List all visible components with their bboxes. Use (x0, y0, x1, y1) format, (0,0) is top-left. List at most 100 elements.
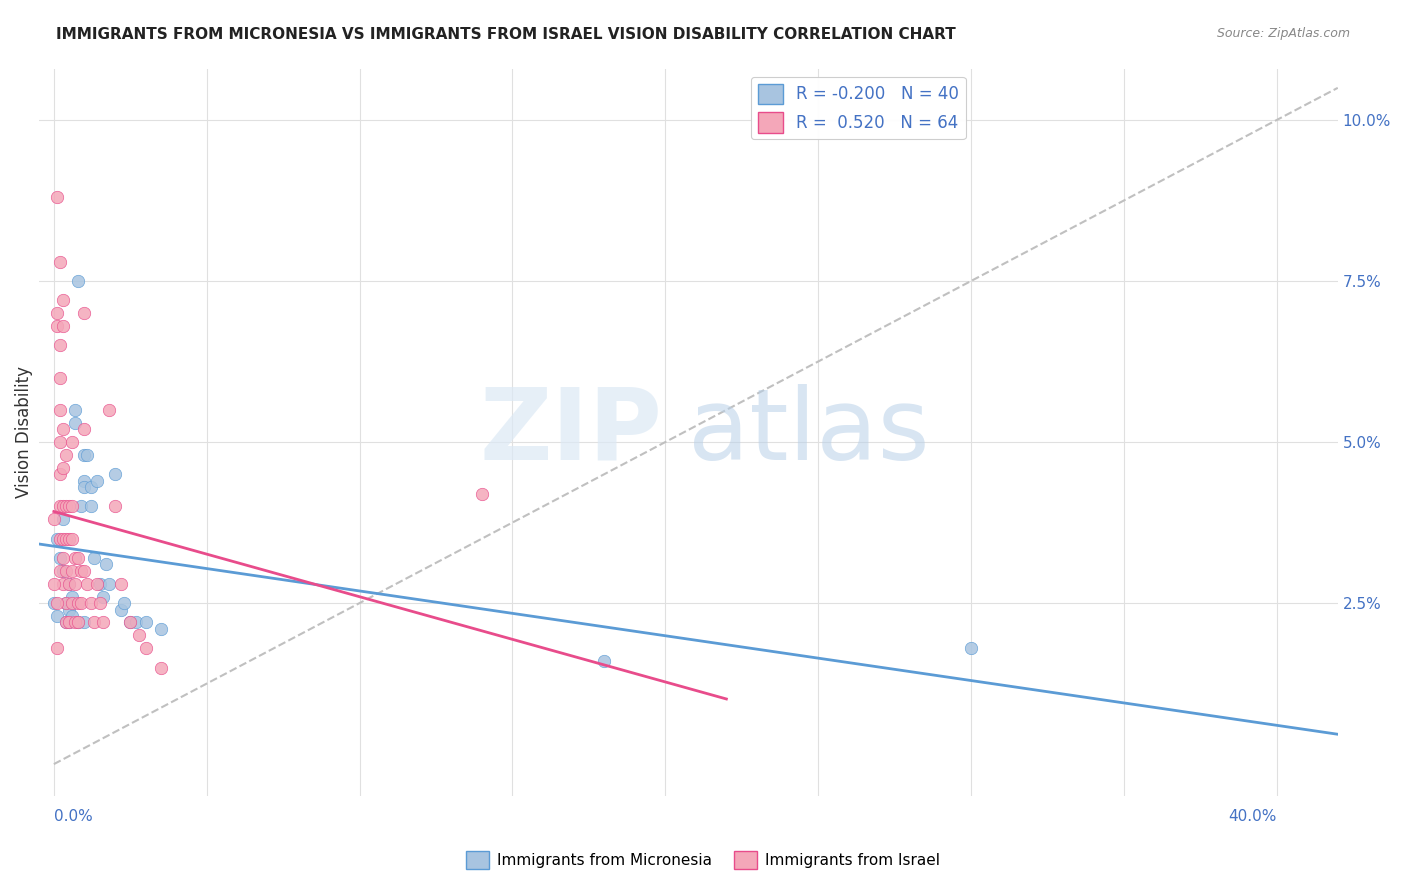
Point (149, 660, 172, 674)
Point (83, 615, 105, 630)
Point (471, 486, 494, 500)
Point (52, 576, 75, 591)
Point (58, 500, 80, 514)
Point (55, 564, 77, 578)
Point (42, 596, 65, 610)
Point (65, 416, 87, 430)
Point (45, 641, 67, 656)
Point (52, 319, 75, 334)
Point (42, 576, 65, 591)
Point (58, 532, 80, 546)
Point (55, 596, 77, 610)
Point (52, 460, 75, 475)
Point (149, 622, 172, 636)
Point (58, 615, 80, 630)
Y-axis label: Vision Disability: Vision Disability (15, 367, 32, 499)
Point (73, 422, 96, 436)
Point (45, 306, 67, 320)
Point (110, 602, 132, 616)
Point (60, 435, 83, 450)
Point (55, 448, 77, 462)
Point (49, 564, 72, 578)
Point (45, 596, 67, 610)
Point (73, 564, 96, 578)
Point (79, 480, 101, 494)
Point (67, 615, 90, 630)
Point (960, 641, 983, 656)
Point (86, 576, 108, 591)
Point (49, 532, 72, 546)
Point (135, 615, 157, 630)
Point (60, 532, 83, 546)
Point (49, 370, 72, 384)
Point (60, 564, 83, 578)
Point (70, 500, 93, 514)
Point (76, 576, 98, 591)
Legend: R = -0.200   N = 40, R =  0.520   N = 64: R = -0.200 N = 40, R = 0.520 N = 64 (751, 77, 966, 139)
Point (45, 319, 67, 334)
Point (83, 551, 105, 566)
Text: Source: ZipAtlas.com: Source: ZipAtlas.com (1216, 27, 1350, 40)
Point (120, 615, 142, 630)
Point (104, 467, 127, 482)
Text: 0.0%: 0.0% (53, 809, 93, 824)
Point (76, 448, 98, 462)
Point (52, 532, 75, 546)
Point (55, 615, 77, 630)
Point (60, 596, 83, 610)
Point (58, 576, 80, 591)
Point (73, 474, 96, 488)
Point (593, 654, 616, 668)
Point (55, 532, 77, 546)
Text: IMMIGRANTS FROM MICRONESIA VS IMMIGRANTS FROM ISRAEL VISION DISABILITY CORRELATI: IMMIGRANTS FROM MICRONESIA VS IMMIGRANTS… (56, 27, 956, 42)
Point (125, 615, 148, 630)
Point (52, 551, 75, 566)
Point (60, 500, 83, 514)
Point (55, 596, 77, 610)
Point (135, 641, 157, 656)
Point (49, 254, 72, 268)
Text: 40.0%: 40.0% (1229, 809, 1277, 824)
Point (70, 564, 93, 578)
Point (97, 403, 120, 417)
Point (45, 532, 67, 546)
Point (128, 628, 150, 642)
Point (94, 558, 117, 572)
Point (58, 615, 80, 630)
Point (65, 576, 87, 591)
Point (60, 590, 83, 604)
Point (45, 190, 67, 204)
Point (97, 576, 120, 591)
Point (70, 596, 93, 610)
Point (67, 615, 90, 630)
Point (52, 500, 75, 514)
Point (55, 615, 77, 630)
Point (73, 306, 96, 320)
Point (67, 274, 90, 288)
Point (86, 474, 108, 488)
Point (42, 512, 65, 526)
Text: atlas: atlas (688, 384, 929, 481)
Point (89, 576, 111, 591)
Point (49, 403, 72, 417)
Point (91, 615, 114, 630)
Legend: Immigrants from Micronesia, Immigrants from Israel: Immigrants from Micronesia, Immigrants f… (460, 845, 946, 875)
Point (65, 403, 87, 417)
Point (55, 500, 77, 514)
Point (104, 500, 127, 514)
Point (89, 596, 111, 610)
Point (52, 422, 75, 436)
Point (52, 564, 75, 578)
Point (67, 551, 90, 566)
Text: ZIP: ZIP (479, 384, 662, 481)
Point (49, 500, 72, 514)
Point (110, 576, 132, 591)
Point (65, 551, 87, 566)
Point (45, 609, 67, 624)
Point (67, 596, 90, 610)
Point (91, 590, 114, 604)
Point (60, 609, 83, 624)
Point (73, 615, 96, 630)
Point (58, 576, 80, 591)
Point (49, 551, 72, 566)
